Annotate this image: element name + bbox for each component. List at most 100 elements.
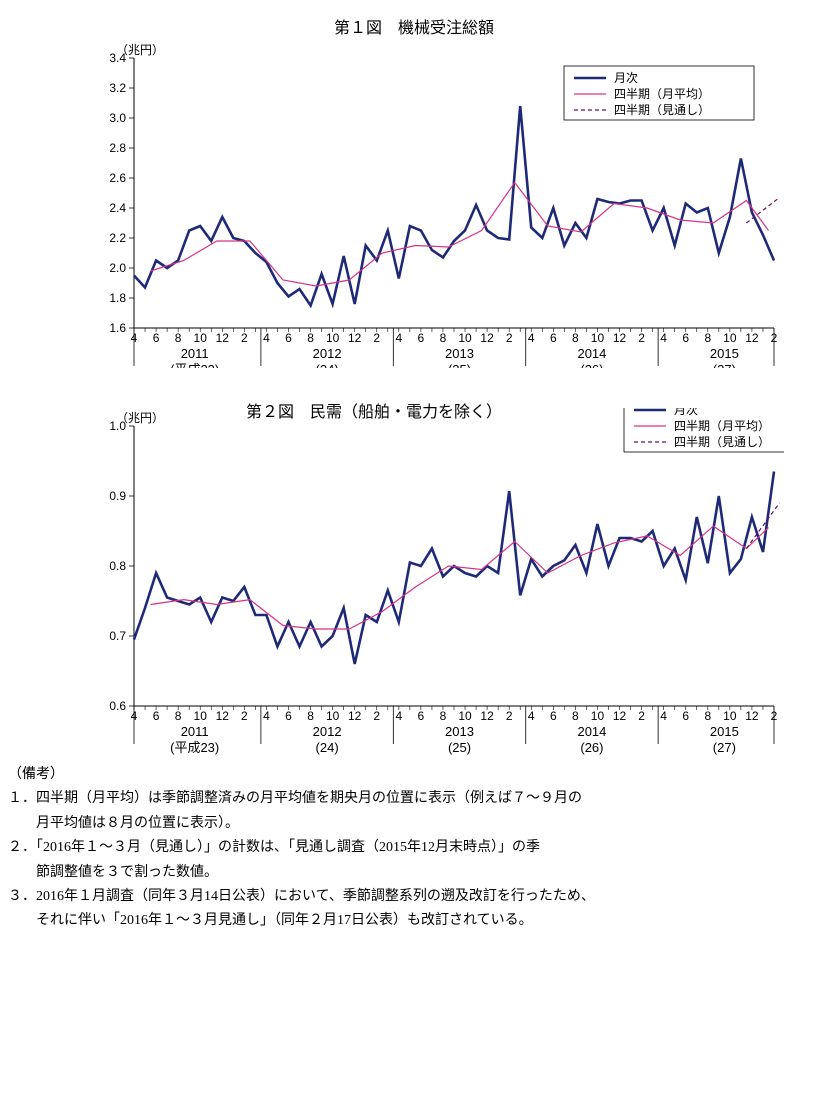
year-label: 2014 [577,346,606,361]
x-tick-label: 10 [194,331,208,345]
x-tick-label: 8 [307,709,314,723]
y-tick-label: 0.6 [109,699,126,713]
year-label: 2015 [710,724,739,739]
notes-body: １．四半期（月平均）は季節調整済みの月平均値を期央月の位置に表示（例えば７～９月… [8,788,810,932]
x-tick-label: 2 [373,331,380,345]
year-label: 2012 [313,346,342,361]
y-tick-label: 3.4 [109,51,126,65]
chart2-svg: （兆円）0.60.70.80.91.0（年度）468101222011(平成23… [64,408,784,758]
x-tick-label: 6 [285,709,292,723]
x-tick-label: 4 [660,331,667,345]
year-label: 2012 [313,724,342,739]
x-tick-label: 4 [528,331,535,345]
x-tick-label: 2 [241,331,248,345]
year-label: 2013 [445,724,474,739]
x-tick-label: 8 [440,709,447,723]
x-tick-label: 12 [348,331,362,345]
x-axis-label: （年度） [780,688,784,703]
x-tick-label: 2 [506,331,513,345]
chart2-container: （兆円）0.60.70.80.91.0（年度）468101222011(平成23… [34,408,794,758]
x-tick-label: 2 [506,709,513,723]
x-tick-label: 10 [326,331,340,345]
year-sublabel: (25) [448,740,471,755]
year-sublabel: (平成23) [170,740,219,755]
x-tick-label: 10 [458,331,472,345]
year-label: 2014 [577,724,606,739]
x-tick-label: 4 [528,709,535,723]
legend-label: 四半期（見通し） [674,435,770,449]
notes-line: 節調整値を３で割った数値。 [8,862,810,884]
y-tick-label: 2.6 [109,171,126,185]
x-tick-label: 10 [458,709,472,723]
y-tick-label: 1.6 [109,321,126,335]
x-tick-label: 10 [326,709,340,723]
series-monthly [134,106,774,306]
x-tick-label: 10 [194,709,208,723]
notes-line: ２．「2016年１～３月（見通し）」の計数は、「見通し調査（2015年12月末時… [8,837,810,859]
y-tick-label: 3.0 [109,111,126,125]
x-tick-label: 12 [613,709,627,723]
x-tick-label: 4 [660,709,667,723]
x-axis-label: （年度） [780,310,784,325]
y-tick-label: 2.4 [109,201,126,215]
notes-title: （備考） [8,764,810,786]
x-tick-label: 6 [418,709,425,723]
x-tick-label: 6 [682,331,689,345]
x-tick-label: 8 [440,331,447,345]
notes-line: それに伴い「2016年１～３月見通し」（同年２月17日公表）も改訂されている。 [8,910,810,932]
x-tick-label: 4 [395,331,402,345]
notes-line: ３．2016年１月調査（同年３月14日公表）において、季節調整系列の遡及改訂を行… [8,886,810,908]
y-tick-label: 1.8 [109,291,126,305]
x-tick-label: 4 [395,709,402,723]
x-tick-label: 12 [480,709,494,723]
legend-label: 四半期（月平均） [674,419,770,433]
notes-line: １．四半期（月平均）は季節調整済みの月平均値を期央月の位置に表示（例えば７～９月… [8,788,810,810]
x-tick-label: 6 [418,331,425,345]
x-tick-label: 2 [241,709,248,723]
x-tick-label: 10 [591,331,605,345]
x-tick-label: 4 [263,709,270,723]
y-tick-label: 2.8 [109,141,126,155]
x-tick-label: 4 [263,331,270,345]
page: 第１図 機械受注総額 （兆円）1.61.82.02.22.42.62.83.03… [0,0,828,1099]
x-tick-label: 12 [348,709,362,723]
year-label: 2011 [181,724,209,739]
notes-section: （備考） １．四半期（月平均）は季節調整済みの月平均値を期央月の位置に表示（例え… [0,764,828,933]
y-tick-label: 3.2 [109,81,126,95]
x-tick-label: 8 [572,709,579,723]
year-label: 2011 [181,346,209,361]
x-tick-label: 6 [682,709,689,723]
x-tick-label: 10 [723,709,737,723]
x-tick-label: 6 [550,709,557,723]
chart1-svg: （兆円）1.61.82.02.22.42.62.83.03.23.4（年度）46… [64,38,784,368]
series-forecast [746,503,779,549]
y-tick-label: 0.7 [109,629,126,643]
y-tick-label: 0.8 [109,559,126,573]
x-tick-label: 10 [591,709,605,723]
year-sublabel: (24) [316,740,339,755]
year-label: 2013 [445,346,474,361]
year-sublabel: (26) [580,740,603,755]
y-tick-label: 1.0 [109,419,126,433]
year-label: 2015 [710,346,739,361]
x-tick-label: 8 [175,331,182,345]
x-tick-label: 8 [704,331,711,345]
x-tick-label: 2 [373,709,380,723]
x-tick-label: 6 [550,331,557,345]
x-tick-label: 12 [216,331,230,345]
x-tick-label: 6 [285,331,292,345]
x-tick-label: 2 [638,709,645,723]
x-tick-label: 8 [175,709,182,723]
chart1-title: 第１図 機械受注総額 [0,0,828,38]
legend-label: 月次 [614,71,638,85]
y-tick-label: 2.0 [109,261,126,275]
x-tick-label: 12 [745,331,759,345]
y-tick-label: 2.2 [109,231,126,245]
x-tick-label: 12 [480,331,494,345]
y-tick-label: 0.9 [109,489,126,503]
year-sublabel: (27) [713,740,736,755]
x-tick-label: 12 [216,709,230,723]
x-tick-label: 12 [613,331,627,345]
legend-label: 四半期（月平均） [614,87,710,101]
x-tick-label: 12 [745,709,759,723]
